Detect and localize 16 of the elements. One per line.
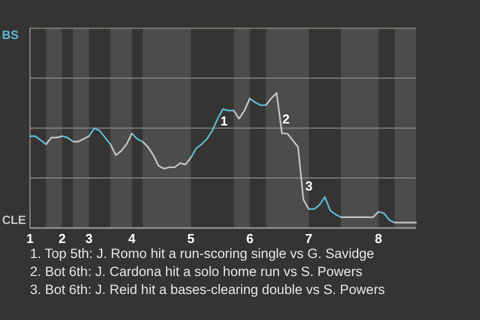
x-tick-label: 7 [305,231,312,246]
text: 2. Bot 6th: J. Cardona hit a solo home run vs S. Powers [30,264,363,279]
x-tick-label: 8 [374,231,382,246]
text: 1. Top 5th: J. Romo hit a run-scoring single vs G. Savidge [30,246,374,261]
x-tick-label: 2 [58,231,66,246]
annotation: 2 [282,111,290,126]
x-tick-label: 6 [246,231,254,246]
text: CLE [2,213,26,227]
text: BS [2,28,19,42]
x-tick-label: 5 [187,231,194,246]
x-tick-label: 1 [26,231,34,246]
annotation: 1 [220,113,228,128]
annotation: 3 [305,178,313,194]
x-tick-label: 4 [128,231,136,246]
text: 3. Bot 6th: J. Reid hit a bases-clearing double vs S. Powers [30,282,386,297]
x-tick-label: 3 [85,231,93,246]
